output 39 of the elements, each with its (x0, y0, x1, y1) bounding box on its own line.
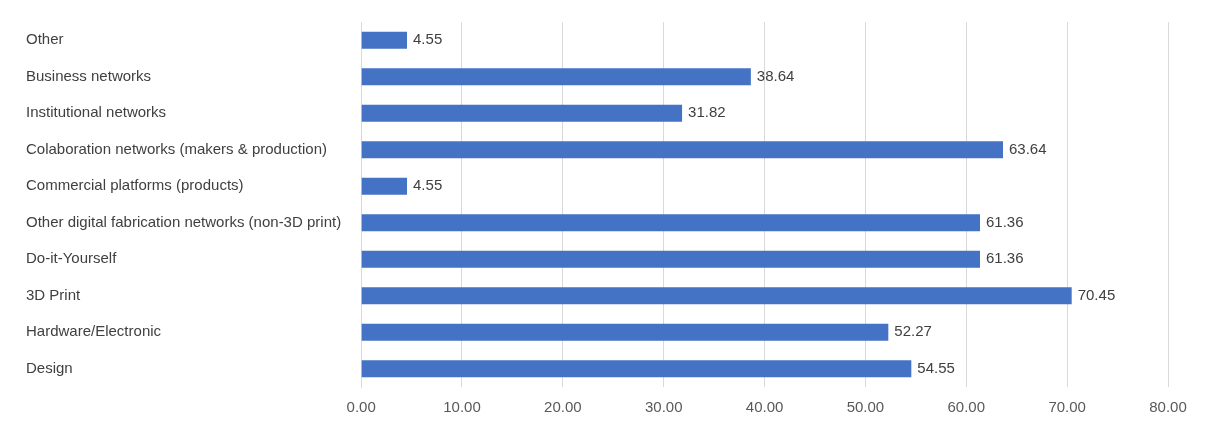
data-label: 52.27 (894, 322, 932, 340)
bar (361, 31, 408, 49)
data-label: 61.36 (986, 249, 1024, 267)
y-tick-label: Hardware/Electronic (26, 322, 162, 340)
bar (361, 323, 889, 341)
x-tick-label: 10.00 (443, 398, 481, 416)
bar (361, 287, 1072, 305)
data-label: 4.55 (413, 176, 443, 194)
y-tick-label: Do-it-Yourself (26, 249, 118, 267)
y-tick-label: Other (26, 30, 64, 48)
x-tick-label: 80.00 (1149, 398, 1187, 416)
y-tick-label: Institutional networks (26, 103, 167, 121)
x-tick-label: 20.00 (544, 398, 582, 416)
data-label: 63.64 (1009, 139, 1047, 157)
data-label: 54.55 (917, 358, 955, 376)
y-tick-label: Other digital fabrication networks (non-3D print) (26, 212, 342, 230)
bar (361, 214, 980, 232)
y-tick-label: Colaboration networks (makers & production) (26, 139, 327, 157)
x-tick-label: 30.00 (644, 398, 683, 416)
bar (361, 360, 912, 378)
x-tick-label: 50.00 (846, 398, 885, 416)
y-tick-label: 3D Print (26, 285, 82, 303)
y-tick-label: Design (26, 358, 73, 376)
y-tick-label: Business networks (26, 66, 152, 84)
data-label: 4.55 (413, 30, 443, 48)
bar (361, 250, 980, 268)
bar (361, 104, 683, 122)
x-tick-label: 70.00 (1048, 398, 1086, 416)
data-label: 38.64 (756, 66, 795, 84)
bar (361, 141, 1003, 159)
data-label: 31.82 (688, 103, 726, 121)
y-tick-label: Commercial platforms (products) (26, 176, 244, 194)
bar (361, 177, 408, 195)
data-label: 70.45 (1077, 285, 1116, 303)
data-label: 61.36 (986, 212, 1024, 230)
x-tick-label: 0.00 (346, 398, 376, 416)
bar (361, 68, 751, 86)
x-tick-label: 60.00 (947, 398, 986, 416)
x-tick-label: 40.00 (745, 398, 784, 416)
